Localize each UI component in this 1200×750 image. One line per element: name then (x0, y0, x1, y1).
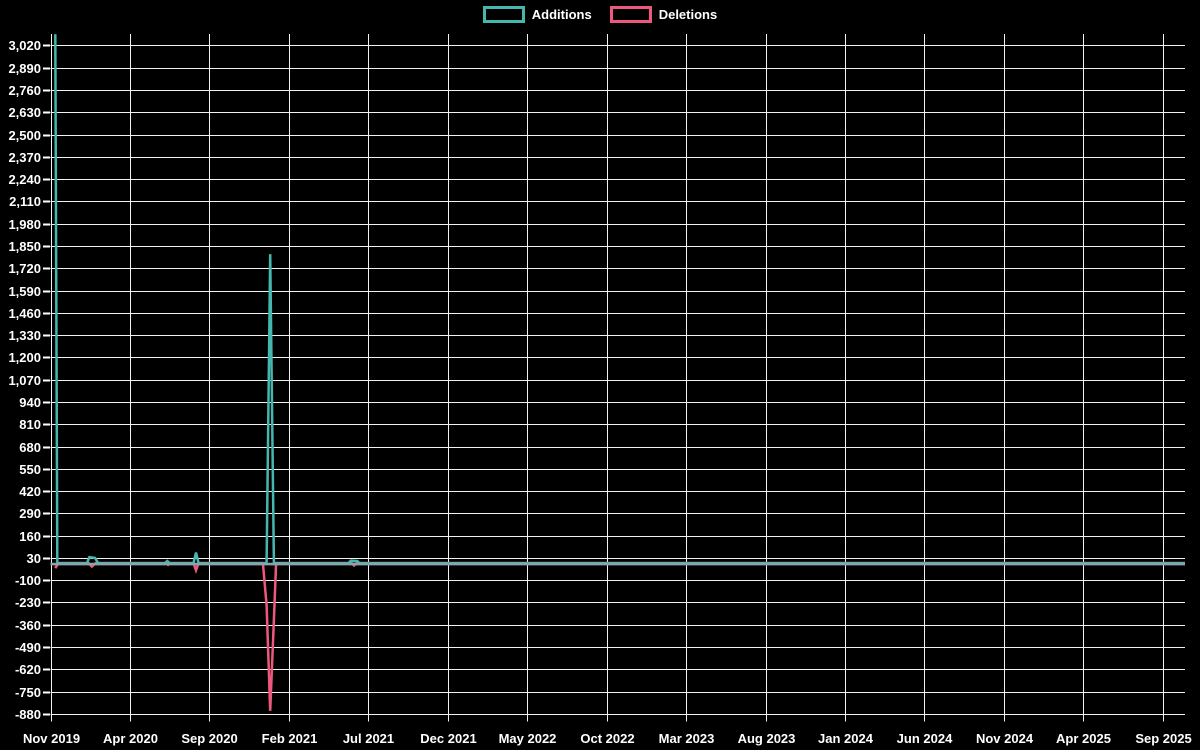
x-tick-label: Jan 2024 (818, 731, 874, 746)
additions-line (54, 34, 1185, 565)
y-tick-label: 1,460 (8, 306, 41, 321)
y-tick-label: 1,720 (8, 261, 41, 276)
y-tick-label: 2,370 (8, 150, 41, 165)
y-tick-label: 2,110 (9, 194, 41, 209)
y-tick-label: 420 (19, 484, 41, 499)
y-tick-label: -230 (15, 595, 41, 610)
y-tick-label: 30 (27, 551, 41, 566)
x-tick-label: Feb 2021 (262, 731, 318, 746)
y-tick-label: 2,760 (8, 83, 41, 98)
x-tick-label: May 2022 (499, 731, 557, 746)
chart-legend: Additions Deletions (0, 6, 1200, 23)
x-tick-label: Apr 2020 (103, 731, 158, 746)
deletions-legend-label: Deletions (658, 7, 718, 22)
y-tick-label: 3,020 (8, 38, 41, 53)
y-tick-label: -880 (15, 707, 41, 722)
y-tick-label: 940 (19, 395, 41, 410)
x-tick-label: Jul 2021 (343, 731, 394, 746)
y-tick-label: 2,890 (8, 61, 41, 76)
x-tick-label: Nov 2024 (976, 731, 1034, 746)
y-tick-label: -490 (15, 640, 41, 655)
y-tick-label: -360 (15, 618, 41, 633)
y-tick-label: 1,850 (8, 239, 41, 254)
y-tick-label: 290 (19, 506, 41, 521)
y-tick-label: 680 (19, 440, 41, 455)
x-tick-label: Sep 2025 (1135, 731, 1191, 746)
y-tick-label: 1,070 (8, 373, 41, 388)
y-tick-label: 1,590 (8, 284, 41, 299)
y-tick-label: 2,240 (8, 172, 41, 187)
x-tick-label: Apr 2025 (1056, 731, 1111, 746)
y-tick-label: -100 (15, 573, 41, 588)
y-tick-label: 160 (19, 529, 41, 544)
x-tick-label: Oct 2022 (580, 731, 634, 746)
y-tick-label: 1,200 (8, 350, 41, 365)
x-tick-label: Aug 2023 (738, 731, 796, 746)
y-tick-label: 1,980 (8, 217, 41, 232)
y-tick-label: -620 (15, 662, 41, 677)
x-tick-label: Dec 2021 (420, 731, 476, 746)
y-tick-label: 810 (19, 417, 41, 432)
y-tick-label: -750 (15, 685, 41, 700)
y-tick-label: 550 (19, 462, 41, 477)
legend-item-additions[interactable]: Additions (482, 6, 592, 23)
deletions-line (54, 561, 1185, 711)
deletions-swatch (609, 6, 652, 23)
x-tick-label: Mar 2023 (659, 731, 715, 746)
y-tick-label: 1,330 (8, 328, 41, 343)
x-tick-label: Jun 2024 (897, 731, 953, 746)
y-tick-label: 2,630 (8, 105, 41, 120)
y-tick-label: 2,500 (8, 128, 41, 143)
x-tick-label: Sep 2020 (181, 731, 237, 746)
additions-legend-label: Additions (531, 7, 592, 22)
legend-item-deletions[interactable]: Deletions (609, 6, 718, 23)
x-tick-label: Nov 2019 (23, 731, 80, 746)
additions-swatch (482, 6, 525, 23)
